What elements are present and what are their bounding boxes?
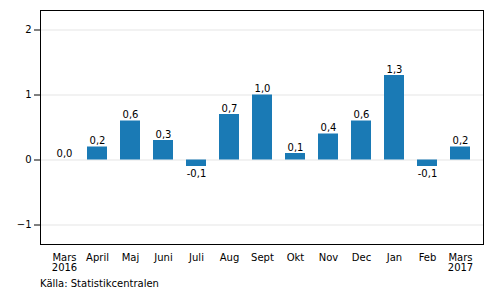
- svg-text:0,6: 0,6: [354, 109, 370, 120]
- svg-text:Mars2016: Mars2016: [52, 252, 77, 273]
- svg-text:Nov: Nov: [319, 252, 339, 263]
- svg-text:1,3: 1,3: [387, 64, 403, 75]
- svg-text:0,4: 0,4: [321, 122, 337, 133]
- svg-text:Juli: Juli: [188, 252, 204, 263]
- svg-text:Jan: Jan: [386, 252, 402, 263]
- svg-text:0,7: 0,7: [222, 103, 238, 114]
- svg-text:0,2: 0,2: [90, 135, 106, 146]
- svg-text:2: 2: [25, 24, 31, 35]
- svg-text:Feb: Feb: [419, 252, 437, 263]
- svg-text:Juni: Juni: [153, 252, 172, 263]
- svg-text:Dec: Dec: [352, 252, 371, 263]
- svg-text:−1: −1: [17, 219, 32, 230]
- svg-text:0,0: 0,0: [57, 148, 73, 159]
- svg-text:0,3: 0,3: [156, 129, 172, 140]
- svg-text:1,0: 1,0: [255, 83, 271, 94]
- svg-text:-0,1: -0,1: [187, 168, 207, 179]
- svg-text:1: 1: [25, 89, 31, 100]
- svg-text:0,2: 0,2: [453, 135, 469, 146]
- svg-text:Sept: Sept: [251, 252, 274, 263]
- html-text:Källa: Statistikcentralen: Källa: Statistikcentralen: [40, 278, 159, 289]
- svg-text:Maj: Maj: [122, 252, 140, 263]
- svg-text:Okt: Okt: [287, 252, 305, 263]
- svg-text:0: 0: [25, 154, 31, 165]
- svg-text:0,1: 0,1: [288, 142, 304, 153]
- svg-text:April: April: [86, 252, 109, 263]
- svg-text:Mars2017: Mars2017: [448, 252, 473, 273]
- svg-text:Aug: Aug: [220, 252, 240, 263]
- svg-text:0,6: 0,6: [123, 109, 139, 120]
- svg-text:-0,1: -0,1: [418, 168, 438, 179]
